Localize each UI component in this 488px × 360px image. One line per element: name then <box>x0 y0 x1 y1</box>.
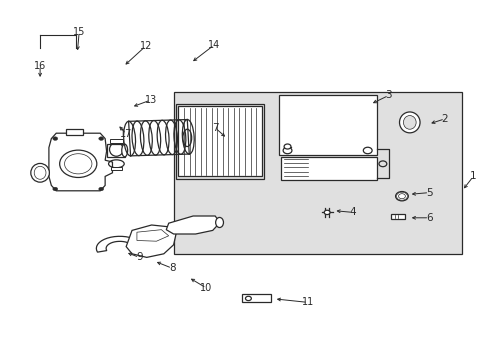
Text: 13: 13 <box>144 95 157 105</box>
Polygon shape <box>49 133 112 191</box>
Text: 8: 8 <box>168 263 175 273</box>
Bar <box>176 104 264 179</box>
Circle shape <box>99 187 103 191</box>
Polygon shape <box>106 144 124 157</box>
Circle shape <box>99 137 103 140</box>
Circle shape <box>245 296 251 301</box>
Text: 7: 7 <box>211 123 218 133</box>
Text: 16: 16 <box>34 60 46 71</box>
Ellipse shape <box>34 166 46 179</box>
Text: 3: 3 <box>385 90 391 100</box>
Circle shape <box>53 137 58 140</box>
Text: 12: 12 <box>139 41 152 51</box>
Ellipse shape <box>395 192 407 201</box>
Text: 17: 17 <box>120 129 132 139</box>
Bar <box>281 157 376 180</box>
Text: 11: 11 <box>301 297 314 307</box>
Ellipse shape <box>31 163 49 182</box>
Circle shape <box>53 187 58 191</box>
Text: 10: 10 <box>200 283 212 293</box>
Polygon shape <box>166 216 220 234</box>
Polygon shape <box>126 225 176 257</box>
Ellipse shape <box>403 116 415 129</box>
Bar <box>173 92 461 254</box>
Ellipse shape <box>122 144 127 157</box>
Bar <box>178 106 261 176</box>
Bar <box>66 129 83 135</box>
Text: 4: 4 <box>349 207 356 217</box>
Bar <box>242 294 271 302</box>
Bar <box>278 95 376 155</box>
Text: 9: 9 <box>136 252 142 262</box>
Text: 5: 5 <box>425 188 432 198</box>
Polygon shape <box>96 236 142 252</box>
Bar <box>110 167 122 170</box>
Ellipse shape <box>215 217 223 228</box>
Ellipse shape <box>398 194 405 199</box>
Text: 14: 14 <box>207 40 220 50</box>
Text: 15: 15 <box>73 27 85 37</box>
Text: 2: 2 <box>441 114 447 124</box>
Circle shape <box>324 210 329 215</box>
Bar <box>390 214 404 219</box>
Ellipse shape <box>399 112 419 133</box>
Bar <box>109 139 123 143</box>
Text: 1: 1 <box>469 171 476 181</box>
Circle shape <box>284 144 290 149</box>
Text: 6: 6 <box>425 213 432 223</box>
